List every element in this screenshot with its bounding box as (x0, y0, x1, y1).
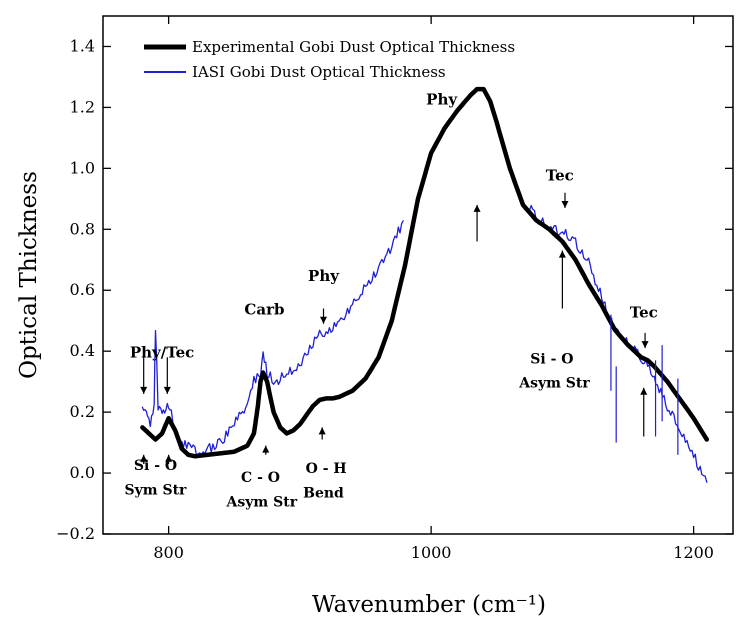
annotation-label: Si - O (530, 351, 573, 367)
annotation-arrowhead (140, 454, 148, 462)
annotation-label: Phy/Tec (130, 343, 195, 361)
annotation-arrowhead (473, 204, 481, 212)
arrows-layer (140, 192, 649, 464)
y-axis-title: Optical Thickness (16, 171, 42, 379)
annotation-label: Phy (308, 267, 340, 285)
legend-label-experimental: Experimental Gobi Dust Optical Thickness (192, 38, 515, 56)
annotation-label: Asym Str (518, 376, 590, 392)
x-tick-label: 1000 (411, 543, 452, 562)
annotation-arrowhead (318, 427, 326, 435)
legend: Experimental Gobi Dust Optical Thickness… (144, 38, 515, 81)
y-tick-label: 1.2 (70, 97, 95, 116)
annotation-arrowhead (140, 386, 148, 394)
y-tick-label: 1.4 (70, 36, 95, 55)
annotation-arrowhead (320, 316, 327, 324)
y-tick-label: 0.8 (70, 219, 95, 238)
y-tick-label: 0.4 (70, 341, 95, 360)
series-line-iasi (141, 204, 708, 483)
y-tick-label: 0.6 (70, 280, 95, 299)
legend-label-iasi: IASI Gobi Dust Optical Thickness (192, 63, 446, 81)
annotation-arrowhead (640, 387, 648, 395)
annotation-label: Tec (546, 167, 574, 185)
annotation-label: Sym Str (125, 482, 188, 498)
annotation-label: C - O (241, 470, 280, 486)
annotation-arrowhead (165, 454, 173, 462)
y-tick-label: 1.0 (70, 158, 95, 177)
annotation-label: Carb (244, 301, 284, 319)
series-line-experimental (140, 86, 710, 459)
annotation-arrowhead (561, 200, 569, 208)
annotation-arrowhead (163, 386, 171, 394)
x-tick-label: 1200 (673, 543, 714, 562)
y-tick-label: −0.2 (56, 524, 95, 543)
series-layer (140, 86, 710, 483)
annotation-arrowhead (558, 250, 566, 258)
axes (102, 15, 734, 535)
annotation-label: O - H (306, 461, 347, 477)
annotation-label: Asym Str (226, 495, 298, 511)
annotation-label: Phy (426, 90, 458, 108)
y-tick-label: 0.0 (70, 463, 95, 482)
plot-frame (102, 15, 734, 535)
x-tick-label: 800 (153, 543, 184, 562)
annotation-label: Si - O (134, 458, 177, 474)
annotation-arrowhead (262, 445, 270, 453)
y-tick-label: 0.2 (70, 402, 95, 421)
annotation-arrowhead (641, 341, 649, 349)
annotations-layer: Phy/Tec Carb Phy Phy Tec Tec Si - O Sym Str C - … (125, 90, 658, 510)
ticks: 800 1000 1200 −0.2 0.0 0.2 0.4 0.6 0.8 1.0 1.2 1.4 (56, 16, 733, 562)
annotation-label: Tec (630, 304, 658, 322)
x-axis-title: Wavenumber (cm⁻¹) (312, 592, 546, 618)
annotation-label: Bend (303, 485, 344, 501)
